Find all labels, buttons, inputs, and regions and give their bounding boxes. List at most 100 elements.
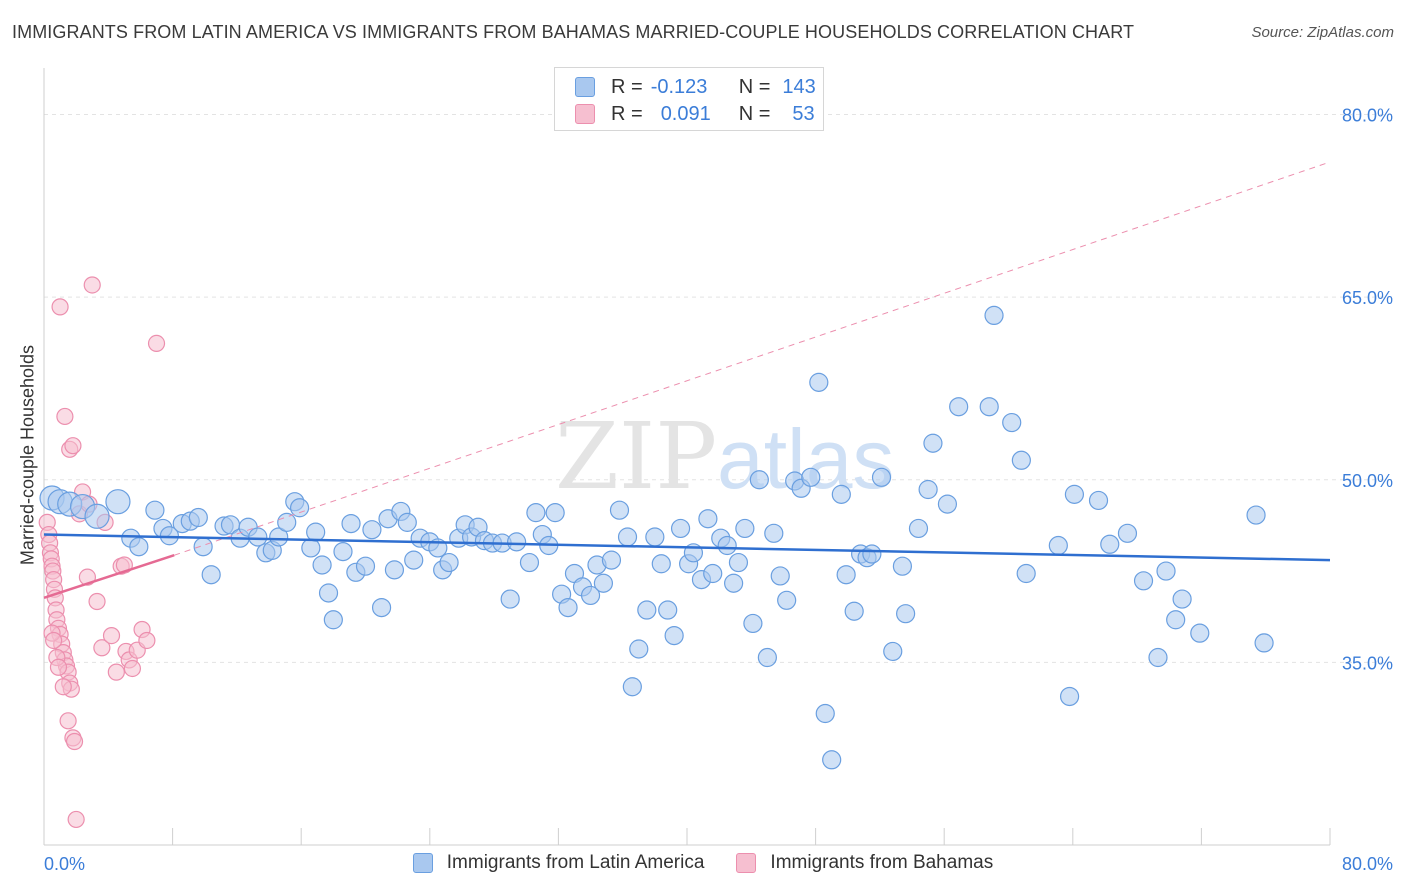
data-point-latin-america bbox=[1133, 571, 1154, 591]
data-point-latin-america bbox=[757, 647, 777, 668]
data-point-latin-america bbox=[664, 625, 684, 646]
data-point-latin-america bbox=[728, 552, 749, 573]
legend-item-bahamas[interactable]: Immigrants from Bahamas bbox=[736, 852, 993, 874]
data-point-latin-america bbox=[862, 544, 882, 564]
data-point-latin-america bbox=[323, 610, 343, 630]
data-point-latin-america bbox=[892, 556, 913, 576]
trend-lines bbox=[43, 161, 1331, 600]
data-point-latin-america bbox=[341, 513, 361, 534]
r-value: 0.091 bbox=[660, 102, 711, 125]
data-point-latin-america bbox=[1002, 412, 1022, 433]
data-point-latin-america bbox=[749, 470, 769, 490]
data-point-latin-america bbox=[1011, 450, 1031, 470]
data-point-latin-america bbox=[1246, 505, 1266, 525]
data-point-latin-america bbox=[809, 372, 829, 392]
data-point-latin-america bbox=[188, 507, 208, 528]
data-point-latin-america bbox=[507, 532, 527, 552]
trend-extension-bahamas bbox=[174, 161, 1331, 556]
data-point-latin-america bbox=[703, 563, 723, 584]
data-point-latin-america bbox=[545, 503, 565, 523]
data-point-latin-america bbox=[1117, 523, 1138, 543]
data-point-latin-america bbox=[201, 565, 221, 585]
data-point-latin-america bbox=[129, 537, 149, 557]
data-point-latin-america bbox=[743, 613, 763, 634]
data-point-bahamas bbox=[147, 334, 166, 353]
data-point-latin-america bbox=[717, 535, 737, 556]
data-point-latin-america bbox=[836, 565, 856, 585]
data-point-latin-america bbox=[735, 518, 755, 539]
trend-line-latin-america bbox=[43, 533, 1331, 562]
data-point-latin-america bbox=[698, 509, 718, 529]
data-point-latin-america bbox=[777, 590, 797, 610]
data-point-latin-america bbox=[801, 467, 821, 487]
data-point-latin-america bbox=[1048, 535, 1068, 556]
data-point-bahamas bbox=[51, 298, 69, 316]
legend-item-latin-america[interactable]: Immigrants from Latin America bbox=[412, 852, 704, 874]
data-point-latin-america bbox=[371, 597, 392, 618]
data-point-latin-america bbox=[333, 541, 353, 562]
data-point-latin-america bbox=[637, 600, 657, 620]
chart-title: IMMIGRANTS FROM LATIN AMERICA VS IMMIGRA… bbox=[12, 22, 1135, 42]
y-tick-label: 80.0% bbox=[1342, 106, 1393, 126]
n-value: 143 bbox=[782, 75, 816, 98]
data-point-latin-america bbox=[362, 520, 382, 540]
tick-labels: 35.0% 50.0% 65.0% 80.0% 0.0% 80.0% bbox=[44, 106, 1393, 874]
data-point-latin-america bbox=[770, 566, 790, 586]
data-point-latin-america bbox=[397, 512, 417, 532]
data-point-bahamas bbox=[49, 658, 68, 676]
data-point-bahamas bbox=[93, 639, 111, 657]
data-point-latin-america bbox=[1156, 561, 1176, 581]
data-point-latin-america bbox=[923, 433, 943, 453]
data-point-latin-america bbox=[355, 556, 376, 576]
data-point-latin-america bbox=[1016, 563, 1036, 584]
data-point-latin-america bbox=[318, 583, 339, 603]
data-point-latin-america bbox=[580, 585, 601, 606]
legend-swatch-pink bbox=[575, 104, 595, 124]
x-tick-label: 0.0% bbox=[44, 854, 85, 874]
legend-swatch-blue bbox=[412, 853, 433, 873]
legend-row-bahamas: R = 0.091 N = 53 bbox=[575, 102, 815, 126]
series-legend: Immigrants from Latin America Immigrants… bbox=[0, 852, 1406, 874]
data-point-latin-america bbox=[269, 527, 289, 547]
series-latin-america-points bbox=[39, 305, 1274, 770]
series-bahamas-points bbox=[38, 276, 166, 829]
data-point-bahamas bbox=[83, 276, 101, 294]
data-point-bahamas bbox=[107, 663, 125, 681]
data-point-latin-america bbox=[651, 554, 671, 574]
legend-label: Immigrants from Bahamas bbox=[770, 852, 994, 873]
data-point-bahamas bbox=[102, 626, 121, 645]
data-point-latin-america bbox=[105, 489, 131, 515]
data-point-latin-america bbox=[670, 518, 691, 539]
data-point-latin-america bbox=[1148, 647, 1168, 668]
data-point-bahamas bbox=[138, 631, 156, 650]
data-point-latin-america bbox=[658, 600, 678, 620]
data-point-bahamas bbox=[59, 712, 77, 730]
data-point-latin-america bbox=[1064, 484, 1085, 504]
data-point-latin-america bbox=[519, 552, 540, 573]
legend-swatch-pink bbox=[736, 853, 757, 873]
data-point-latin-america bbox=[949, 397, 969, 417]
data-point-latin-america bbox=[629, 639, 649, 659]
data-point-latin-america bbox=[289, 498, 310, 518]
stats-legend: R = -0.123 N = 143 R = 0.091 N = 53 bbox=[554, 67, 824, 131]
y-axis-label: Married-couple Households bbox=[17, 344, 38, 566]
data-point-latin-america bbox=[984, 305, 1004, 326]
data-point-bahamas bbox=[67, 810, 85, 829]
legend-row-latin-america: R = -0.123 N = 143 bbox=[575, 75, 816, 99]
data-point-latin-america bbox=[145, 500, 165, 520]
data-point-latin-america bbox=[558, 597, 578, 618]
data-point-latin-america bbox=[277, 512, 297, 532]
y-tick-label: 65.0% bbox=[1342, 288, 1393, 308]
data-point-latin-america bbox=[404, 550, 424, 570]
n-label: N = bbox=[738, 102, 771, 125]
data-point-latin-america bbox=[979, 397, 999, 417]
data-point-latin-america bbox=[622, 677, 642, 697]
data-point-latin-america bbox=[883, 641, 903, 662]
data-point-latin-america bbox=[645, 527, 665, 547]
data-point-latin-america bbox=[439, 552, 459, 573]
data-point-latin-america bbox=[1088, 490, 1109, 511]
data-point-latin-america bbox=[306, 522, 326, 542]
data-point-bahamas bbox=[123, 659, 142, 678]
data-point-latin-america bbox=[844, 601, 864, 621]
